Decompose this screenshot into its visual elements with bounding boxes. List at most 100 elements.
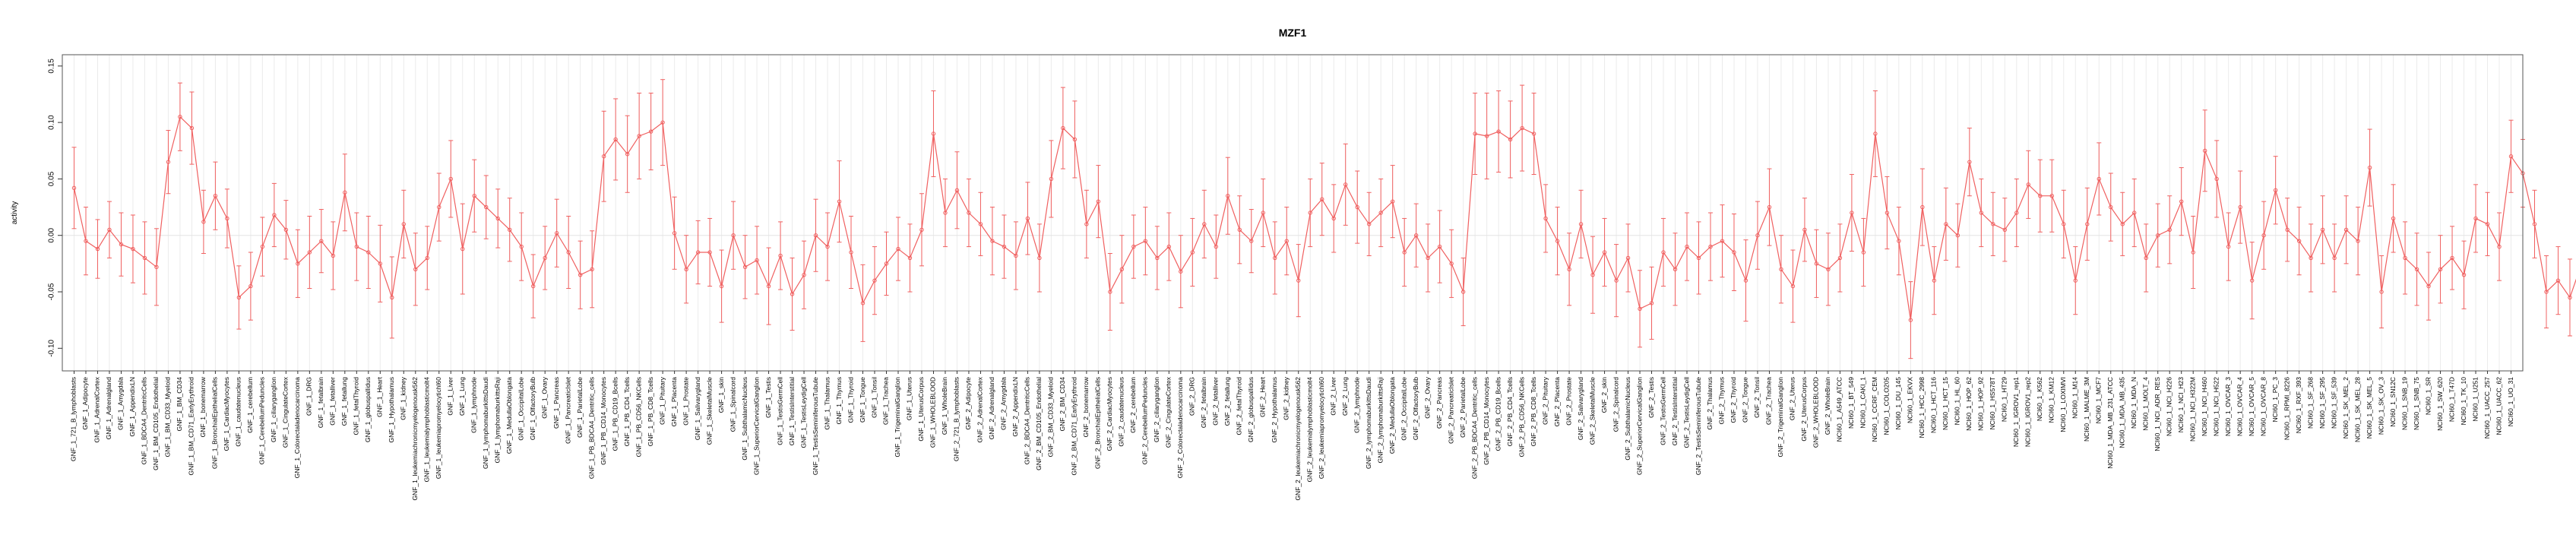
data-point bbox=[1367, 222, 1372, 226]
x-tick-label: NCI60_1_NCI_H322M bbox=[2188, 377, 2196, 442]
x-tick-label: GNF_1_BDCA4_DentriticCells bbox=[141, 377, 148, 464]
x-tick-label: GNF_2_lymphnode bbox=[1353, 377, 1360, 433]
x-tick-label: GNF_2_Adrenalgland bbox=[988, 377, 995, 439]
data-point bbox=[119, 242, 124, 247]
data-point bbox=[1214, 244, 1218, 249]
data-point bbox=[2450, 255, 2454, 261]
x-tick-label: GNF_2_ParietalLobe bbox=[1459, 377, 1467, 438]
x-tick-label: GNF_2_ciliaryganglion bbox=[1153, 377, 1160, 442]
plot-frame bbox=[62, 54, 2524, 372]
x-tick-label: GNF_1_Pancreas bbox=[552, 377, 560, 429]
x-tick-label: GNF_1_MedullaOblongata bbox=[505, 377, 513, 454]
data-point bbox=[248, 283, 253, 289]
x-tick-label: NCI60_1_SK_MEL_28 bbox=[2353, 377, 2361, 442]
data-point bbox=[2191, 250, 2195, 255]
y-tick-label: 0.15 bbox=[48, 59, 56, 74]
x-tick-label: GNF_2_OlfactoryBulb bbox=[1412, 377, 1419, 440]
x-tick-label: GNF_2_TestisInterstitial bbox=[1671, 377, 1679, 445]
data-point bbox=[1343, 182, 1348, 187]
data-point bbox=[2497, 244, 2502, 249]
data-point bbox=[2379, 290, 2384, 294]
x-tick-label: GNF_1_TestisInterstitial bbox=[788, 377, 796, 445]
y-axis: -0.10 -0.05 0.00 0.05 0.10 0.15 bbox=[48, 59, 62, 357]
data-point bbox=[1449, 261, 1454, 266]
data-point bbox=[2473, 216, 2478, 221]
x-tick-label: NCI60_1_HT29 bbox=[2001, 377, 2008, 422]
data-point bbox=[484, 204, 489, 210]
data-point bbox=[95, 246, 100, 252]
x-tick-label: GNF_2_BM_CD33_Myeloid bbox=[1047, 377, 1055, 458]
data-point bbox=[531, 283, 536, 289]
data-point bbox=[1296, 278, 1301, 283]
x-tick-label: GNF_1_Trachea bbox=[882, 377, 890, 425]
data-point bbox=[1131, 244, 1136, 249]
data-point bbox=[742, 264, 748, 270]
x-tick-label: GNF_2_leukemialymphoblasticmolt4 bbox=[1305, 377, 1313, 483]
x-tick-label: NCI60_1_OVCAR_4 bbox=[2236, 377, 2243, 436]
x-tick-label: GNF_2_PB_CD14_Monocytes bbox=[1483, 377, 1490, 465]
x-tick-label: NCI60_1_TK_10 bbox=[2460, 377, 2467, 426]
data-point bbox=[131, 246, 135, 252]
x-tick-label: NCI60_1_UO_31 bbox=[2507, 377, 2514, 426]
data-point bbox=[272, 213, 277, 217]
x-tick-label: GNF_1_Salivarygland bbox=[694, 377, 701, 440]
data-point bbox=[366, 250, 371, 255]
data-point bbox=[1473, 131, 1477, 136]
data-point bbox=[1413, 233, 1419, 238]
y-tick-label: -0.10 bbox=[48, 339, 56, 356]
data-point bbox=[731, 233, 736, 238]
data-point bbox=[2461, 273, 2467, 277]
x-tick-label: GNF_2_UterusCorpus bbox=[1800, 377, 1808, 442]
x-tick-label: GNF_1_CerebellumPeduncles bbox=[258, 377, 266, 464]
data-point bbox=[1460, 290, 1466, 294]
x-tick-label: GNF_1_Prostate bbox=[682, 377, 689, 426]
x-tick-label: GNF_1_Thyroid bbox=[847, 377, 854, 423]
data-point bbox=[166, 160, 171, 164]
data-point bbox=[225, 216, 229, 221]
x-tick-label: GNF_2_Prostate bbox=[1565, 377, 1572, 426]
data-point bbox=[236, 295, 242, 300]
data-point bbox=[2238, 204, 2242, 210]
data-point bbox=[1320, 197, 1324, 201]
data-point bbox=[2403, 255, 2407, 261]
x-tick-label: GNF_1_cerebellum bbox=[246, 377, 254, 433]
data-point bbox=[472, 194, 476, 198]
x-tick-label: GNF_1_Colorectaladenocarcinoma bbox=[293, 377, 301, 479]
x-tick-label: GNF_2_skin bbox=[1600, 377, 1608, 413]
data-point bbox=[2002, 227, 2008, 232]
data-point bbox=[1649, 301, 1654, 306]
x-tick-label: GNF_1_AppendixLN bbox=[128, 377, 136, 436]
data-point bbox=[1402, 250, 1407, 255]
x-tick-label: GNF_2_Spinalcord bbox=[1612, 377, 1619, 432]
data-point bbox=[990, 239, 995, 243]
data-point bbox=[766, 283, 771, 289]
x-tick-label: GNF_1_lymphnode bbox=[470, 377, 477, 433]
data-point bbox=[2156, 233, 2160, 238]
data-point bbox=[1755, 233, 1760, 238]
x-tick-label: GNF_1_Adrenalgland bbox=[105, 377, 112, 439]
data-point bbox=[2038, 194, 2043, 198]
data-point bbox=[1179, 269, 1183, 274]
x-tick-label: NCI60_1_HCT_116 bbox=[1930, 377, 1938, 433]
x-tick-label: GNF_1_PancreaticIslet bbox=[564, 376, 571, 444]
data-point bbox=[566, 250, 571, 255]
x-tick-label: NCI60_1_A549_ATCC bbox=[1836, 377, 1843, 442]
x-tick-label: GNF_2_Thalamus bbox=[1706, 377, 1714, 429]
x-tick-label: GNF_1_leukemiapromyelocytichl60 bbox=[435, 377, 442, 479]
data-point bbox=[1850, 211, 1854, 215]
data-point bbox=[460, 246, 465, 252]
x-tick-label: NCI60_1_SF_539 bbox=[2330, 377, 2337, 429]
x-tick-label: GNF_1_Testis bbox=[764, 377, 772, 418]
x-tick-label: GNF_1_TrigeminalGanglion bbox=[894, 377, 901, 458]
x-tick-label: GNF_2_Placenta bbox=[1553, 377, 1561, 426]
data-point bbox=[2202, 148, 2207, 153]
y-tick-label: -0.05 bbox=[48, 283, 56, 300]
data-point bbox=[1378, 211, 1383, 215]
x-tick-label: NCI60_1_SK_MEL_2 bbox=[2342, 377, 2350, 439]
data-point bbox=[1955, 233, 1960, 238]
x-tick-label: GNF_2_cerebellum bbox=[1129, 377, 1137, 433]
x-tick-label: GNF_1_Pituitary bbox=[658, 376, 666, 425]
data-point bbox=[2356, 239, 2360, 243]
